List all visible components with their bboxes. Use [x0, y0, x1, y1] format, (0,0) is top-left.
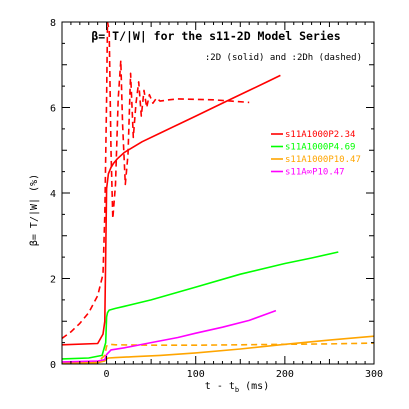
x-tick-label: 300: [365, 369, 383, 380]
series-line-2-solid: [62, 251, 339, 360]
x-axis-label-main: t - t: [205, 381, 235, 392]
x-axis-label-unit: (ms): [239, 381, 269, 392]
y-tick-label: 4: [50, 189, 56, 200]
y-axis-label: β= T/|W| (%): [29, 174, 40, 246]
chart-subtitle: :2D (solid) and :2Dh (dashed): [205, 53, 362, 63]
y-tick-label: 0: [50, 360, 56, 371]
series-line-5-solid: [62, 309, 277, 363]
series-line-3-solid: [62, 335, 374, 364]
x-tick-label: 200: [276, 369, 294, 380]
x-tick-label: 100: [187, 369, 205, 380]
y-tick-label: 8: [50, 18, 56, 29]
plot-frame: [61, 21, 375, 365]
legend-label: s11A∞P10.47: [285, 168, 345, 178]
chart-titles: β= T/|W| for the s11-2D Model Series :2D…: [91, 29, 362, 63]
y-tick-label: 2: [50, 275, 56, 286]
axis-ticks: 0 100 200 300 0 2 4 6 8: [50, 18, 383, 380]
legend-label: s11A1000P2.34: [285, 130, 355, 140]
series-line-0-solid: [62, 74, 281, 346]
series-line-4-dashed: [62, 342, 374, 364]
x-axis-label-subscript: b: [235, 386, 239, 394]
x-tick-label: 0: [104, 369, 110, 380]
x-axis-label: t - tb (ms): [205, 381, 269, 394]
legend-label: s11A1000P4.69: [285, 143, 355, 153]
series-line-1-dashed: [62, 22, 250, 340]
legend: s11A1000P2.34 s11A1000P4.69 s11A1000P10.47…: [271, 130, 361, 178]
series-layer: [62, 22, 374, 364]
chart-title: β= T/|W| for the s11-2D Model Series: [91, 29, 340, 43]
y-tick-label: 6: [50, 104, 56, 115]
legend-label: s11A1000P10.47: [285, 155, 361, 165]
